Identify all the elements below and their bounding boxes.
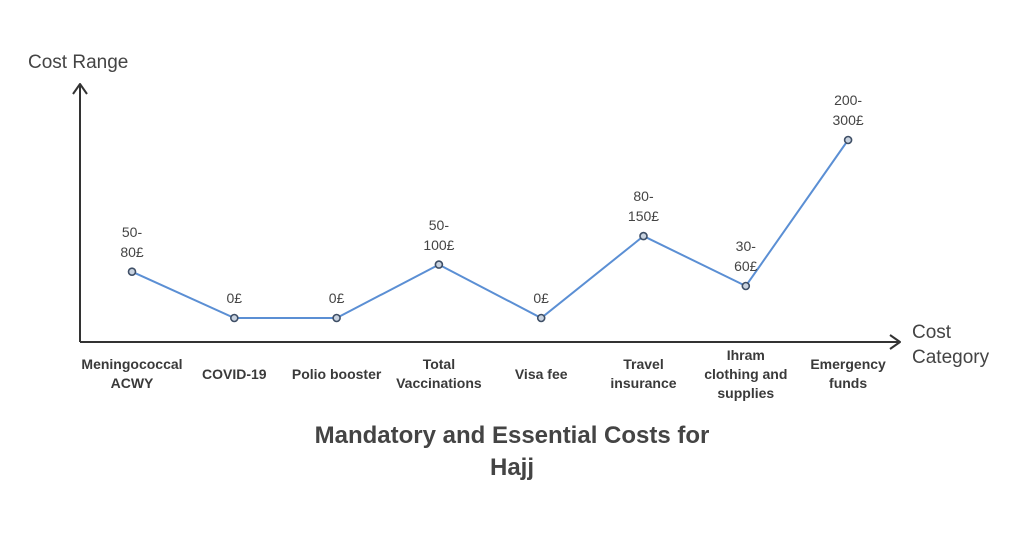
x-axis-label-line: Cost [912, 322, 952, 343]
data-markers [127, 135, 853, 323]
y-axis [72, 83, 88, 342]
data-label: 0£ [204, 288, 264, 308]
category-label: Polio booster [276, 345, 398, 403]
x-axis [80, 334, 901, 350]
data-label-line: 50- [428, 216, 449, 233]
category-label: Emergency funds [787, 345, 909, 403]
category-label-line: Visa fee [514, 365, 568, 382]
category-label: COVID-19 [173, 345, 295, 403]
data-point [230, 313, 239, 323]
data-label-line: 50- [121, 223, 143, 240]
chart-title-line: Hajj [489, 454, 534, 481]
data-point [332, 313, 341, 323]
x-axis-label-line: Category [912, 347, 990, 368]
data-point [639, 231, 648, 241]
chart-title: Mandatory and Essential Costs for Hajj [262, 420, 762, 484]
category-label-line: Travel [623, 356, 664, 372]
data-label-line: 60£ [734, 258, 758, 274]
category-label-line: Polio booster [291, 365, 382, 382]
series-line [131, 139, 849, 320]
category-label: Travel insurance [583, 345, 705, 403]
data-label-line: 0£ [226, 290, 243, 306]
category-label-line: clothing and [704, 365, 788, 382]
data-label: 30- 60£ [716, 236, 776, 276]
data-label: 50- 80£ [102, 222, 162, 262]
data-label-line: 150£ [627, 208, 660, 225]
data-label: 0£ [307, 288, 367, 308]
data-point [741, 281, 751, 291]
data-label-line: 300£ [832, 112, 864, 128]
category-label-line: Emergency [810, 356, 886, 372]
data-label-line: 200- [834, 92, 863, 108]
category-label-line: Meningococcal [81, 356, 183, 372]
data-label: 200- 300£ [818, 90, 878, 130]
data-label: 50- 100£ [409, 215, 469, 255]
category-label: Total Vaccinations [378, 345, 500, 403]
data-label: 0£ [511, 288, 571, 308]
category-label-line: Vaccinations [396, 375, 482, 391]
category-label: Visa fee [480, 345, 602, 403]
category-label: Ihram clothing and supplies [685, 345, 807, 403]
category-label: Meningococcal ACWY [71, 345, 193, 403]
y-axis-arrow [72, 83, 88, 95]
category-label-line: Total [422, 356, 456, 372]
data-label-line: 30- [735, 238, 756, 254]
data-label-line: 100£ [423, 236, 455, 253]
data-point [843, 135, 853, 145]
x-axis-arrow [889, 334, 901, 350]
x-axis-label: Cost Category [912, 320, 1012, 370]
data-label: 80- 150£ [614, 186, 674, 226]
category-label-line: COVID-19 [202, 365, 267, 382]
data-point [127, 267, 137, 277]
y-axis-label: Cost Range [28, 52, 129, 73]
data-point [536, 313, 546, 323]
data-point [434, 260, 444, 269]
data-label-line: 80£ [120, 243, 144, 260]
category-label-line: ACWY [110, 375, 154, 391]
category-label-line: funds [829, 375, 868, 391]
category-label-line: supplies [717, 384, 775, 401]
chart-title-line: Mandatory and Essential Costs for [314, 422, 710, 449]
data-label-line: 0£ [328, 290, 345, 306]
category-label-line: insurance [610, 375, 677, 391]
category-label-line: Ihram [726, 346, 765, 363]
data-label-line: 80- [633, 188, 654, 205]
data-label-line: 0£ [533, 290, 549, 306]
